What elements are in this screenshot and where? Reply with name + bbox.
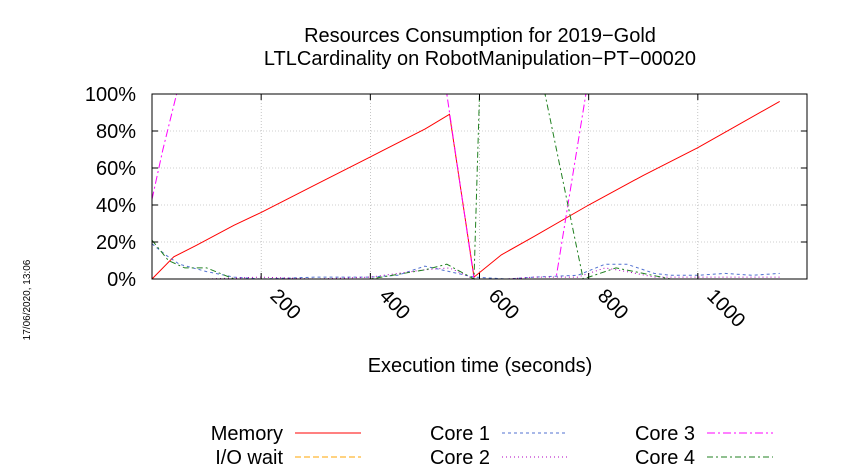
y-tick-label: 0% (107, 269, 136, 291)
y-tick-label: 40% (96, 195, 136, 217)
y-tick-label: 60% (96, 158, 136, 180)
legend-label-i-o-wait: I/O wait (215, 447, 283, 469)
y-tick-label: 80% (96, 121, 136, 143)
x-axis-label: Execution time (seconds) (368, 355, 593, 377)
x-tick-label: 200 (266, 285, 305, 324)
series-line-core-4 (151, 93, 780, 280)
legend-label-core-4: Core 4 (635, 447, 695, 469)
series-line-core-2 (152, 267, 780, 280)
x-axis: 200 400 600 800 1000 (260, 94, 749, 332)
timestamp-note: 17/06/2020, 13:06 (22, 259, 33, 340)
y-tick-label: 20% (96, 232, 136, 254)
series-line-core-3 (151, 93, 780, 280)
legend-label-core-3: Core 3 (635, 423, 695, 445)
x-tick-label: 1000 (702, 285, 749, 332)
series-line-core-1 (151, 243, 780, 280)
series-layer (151, 93, 780, 280)
grid (152, 93, 807, 280)
x-tick-label: 400 (375, 285, 414, 324)
series-line-memory (151, 100, 780, 280)
legend-label-core-1: Core 1 (430, 423, 490, 445)
legend-label-core-2: Core 2 (430, 447, 490, 469)
x-tick-label: 600 (484, 285, 523, 324)
chart-title: Resources Consumption for 2019−Gold (304, 25, 656, 47)
legend-label-memory: Memory (211, 423, 283, 445)
chart-subtitle: LTLCardinality on RobotManipulation−PT−0… (264, 48, 696, 70)
y-axis: 0% 20% 40% 60% 80% 100% (85, 84, 807, 291)
y-tick-label: 100% (85, 84, 136, 106)
x-tick-label: 800 (593, 285, 632, 324)
